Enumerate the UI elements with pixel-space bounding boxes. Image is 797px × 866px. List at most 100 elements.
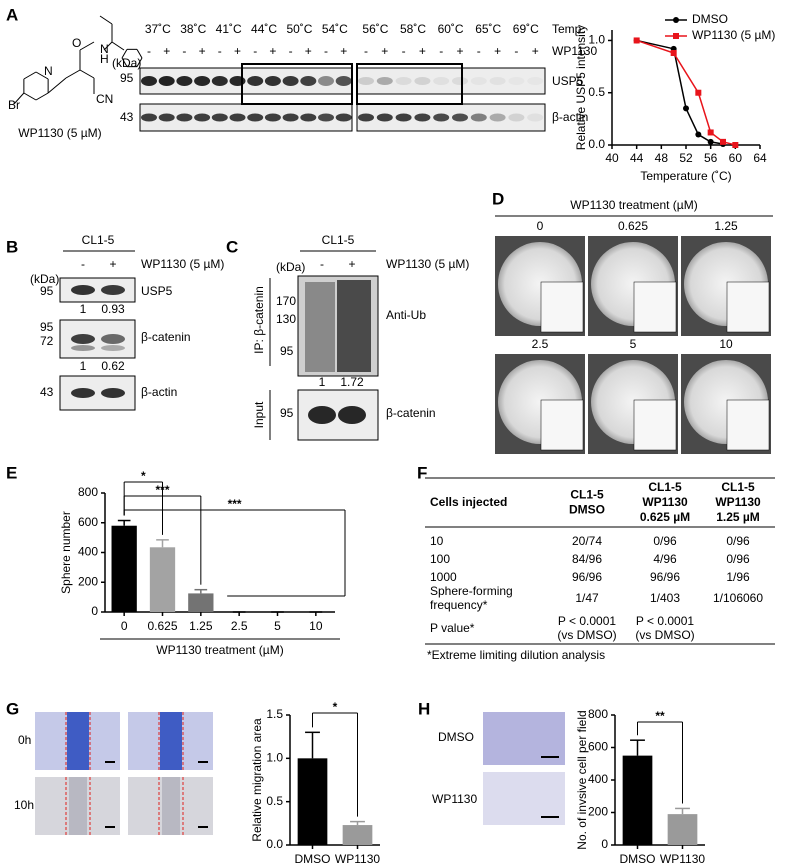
blot-membrane — [139, 67, 353, 95]
blot-band — [158, 113, 175, 122]
y-tick-label: 600 — [78, 515, 98, 529]
blot-band — [470, 113, 487, 122]
protein-label: β-catenin — [386, 406, 436, 420]
table-cell: 100 — [430, 552, 450, 566]
legend-label: DMSO — [692, 12, 728, 26]
table-cell: 96/96 — [650, 570, 680, 584]
temperature-label: 69˚C — [513, 22, 539, 36]
blot-band — [101, 334, 125, 344]
bond — [35, 92, 49, 101]
table-cell: P value* — [430, 621, 475, 635]
data-point — [707, 129, 714, 136]
data-point — [720, 138, 726, 145]
x-tick-label: 52 — [679, 151, 693, 165]
treatment-sign: + — [269, 44, 276, 58]
table-header: DMSO — [569, 503, 605, 517]
bond — [13, 92, 25, 105]
legend-marker — [673, 17, 679, 23]
treatment-sign: + — [494, 44, 501, 58]
treatment-sign: + — [456, 44, 463, 58]
bond — [23, 92, 37, 101]
x-tick-label: 44 — [630, 151, 644, 165]
blot-band — [335, 113, 352, 122]
table-header: CL1-5 — [721, 480, 755, 494]
kda-label: (kDa) — [112, 56, 141, 70]
significance-label: * — [333, 700, 338, 714]
blot-band — [452, 77, 468, 85]
blot-band — [194, 113, 211, 122]
temperature-label: 38˚C — [180, 22, 206, 36]
treatment-sign: - — [218, 44, 222, 58]
treatment-sign: - — [147, 44, 151, 58]
blot-band — [470, 77, 487, 85]
temperature-label: 37˚C — [145, 22, 171, 36]
bar — [297, 758, 328, 845]
bar — [111, 525, 137, 612]
y-tick-label: 0 — [601, 837, 608, 851]
significance-label: * — [141, 469, 146, 483]
x-tick-label: 40 — [605, 151, 619, 165]
inset-image — [726, 281, 770, 333]
x-tick-label: WP1130 — [660, 852, 705, 866]
atom-label: N — [44, 64, 53, 78]
temperature-label: 60˚C — [438, 22, 464, 36]
dose-label: 2.5 — [532, 337, 549, 351]
blot-band — [71, 388, 95, 398]
kda-marker: 95 — [280, 344, 294, 358]
blot-band — [508, 77, 524, 85]
blot-band — [489, 77, 506, 85]
wound-gap — [160, 712, 182, 770]
blot-band — [433, 113, 450, 122]
table-header: 1.25 µM — [716, 510, 760, 524]
table-cell: 4/96 — [653, 552, 677, 566]
table-cell: Sphere-forming — [430, 584, 513, 598]
protein-label: USP5 — [141, 284, 173, 298]
x-tick-label: 48 — [655, 151, 669, 165]
bond — [35, 71, 49, 80]
blot-band — [395, 113, 412, 122]
data-point — [695, 131, 702, 138]
panel-label: G — [6, 699, 19, 718]
bond — [121, 57, 128, 67]
table-cell: 0/96 — [653, 534, 677, 548]
treatment-sign: - — [320, 257, 324, 271]
blot-band — [194, 76, 211, 86]
treatment-sign: - — [364, 44, 368, 58]
treatment-sign: + — [109, 257, 116, 271]
treatment-label: WP1130 (5 µM) — [386, 257, 469, 271]
blot-band — [376, 77, 393, 85]
bond — [136, 49, 143, 59]
temperature-label: 58˚C — [400, 22, 426, 36]
y-tick-label: 0.5 — [588, 85, 605, 99]
blot-band — [452, 113, 468, 122]
atom-label: Br — [8, 98, 20, 112]
blot-band — [376, 113, 393, 122]
treatment-sign: - — [402, 44, 406, 58]
treatment-sign: - — [477, 44, 481, 58]
data-point — [695, 89, 702, 96]
table-cell: 1/47 — [575, 591, 599, 605]
bar — [188, 593, 214, 612]
bar — [667, 814, 698, 845]
inset-image — [633, 399, 677, 451]
y-tick-label: 0.0 — [266, 837, 283, 851]
quantification: 1 — [319, 375, 326, 389]
x-tick-label: 10 — [309, 619, 323, 633]
blot-band — [211, 113, 228, 122]
table-cell: 20/74 — [572, 534, 602, 548]
cell-line: CL1-5 — [82, 233, 115, 247]
blot-band — [229, 76, 246, 86]
blot-band — [358, 113, 374, 122]
kda-marker: 130 — [276, 312, 296, 326]
significance-label: ** — [655, 709, 665, 723]
blot-band — [141, 76, 157, 86]
temperature-label: 65˚C — [475, 22, 501, 36]
y-tick-label: 800 — [588, 707, 608, 721]
blot-band — [527, 113, 544, 122]
blot-band — [229, 113, 246, 122]
y-axis-label: Sphere number — [59, 511, 73, 594]
treatment-sign: + — [381, 44, 388, 58]
temperature-label: 50˚C — [286, 22, 312, 36]
x-tick-label: 60 — [729, 151, 743, 165]
